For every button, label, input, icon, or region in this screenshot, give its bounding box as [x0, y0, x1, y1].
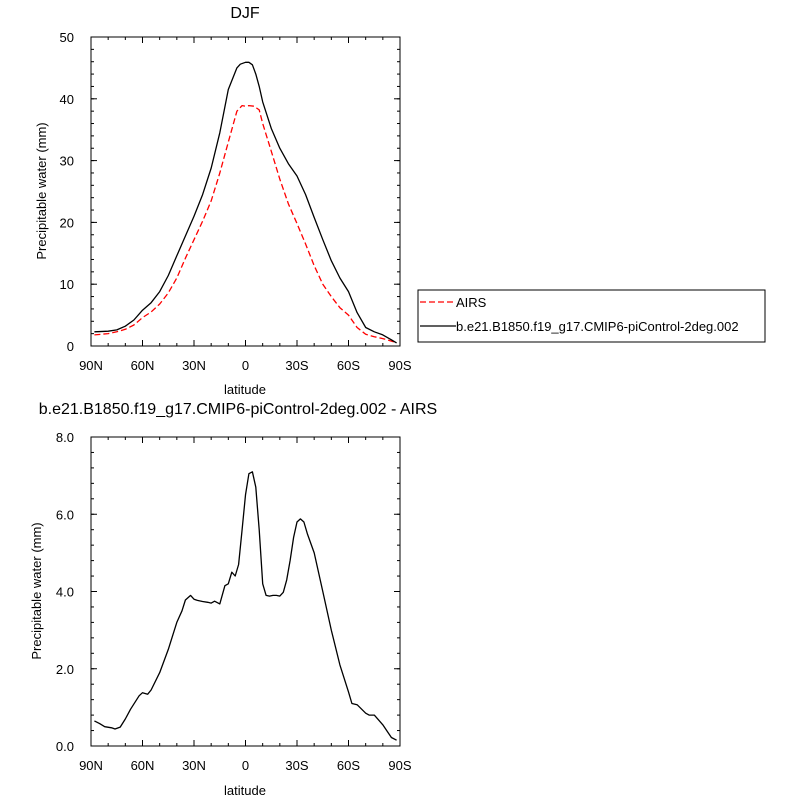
y-tick-label: 20 [60, 215, 74, 230]
x-tick-label: 60S [337, 758, 360, 773]
series-line-0-1 [94, 61, 397, 344]
y-tick-label: 0.0 [56, 739, 74, 754]
x-tick-label: 30N [182, 758, 206, 773]
y-tick-label: 0 [67, 339, 74, 354]
x-tick-label: 60S [337, 358, 360, 373]
x-tick-label: 60N [131, 358, 155, 373]
x-tick-label: 0 [242, 358, 249, 373]
y-tick-label: 50 [60, 30, 74, 45]
top-chart-title: DJF [230, 5, 260, 22]
legend-label-airs: AIRS [456, 295, 487, 310]
x-tick-label: 0 [242, 758, 249, 773]
x-tick-label: 90N [79, 358, 103, 373]
series-line-0-0 [94, 104, 397, 344]
x-tick-label: 30N [182, 358, 206, 373]
y-tick-label: 6.0 [56, 507, 74, 522]
y-tick-label: 8.0 [56, 430, 74, 445]
x-tick-label: 90N [79, 758, 103, 773]
bottom-chart-panel: b.e21.B1850.f19_g17.CMIP6-piControl-2deg… [29, 401, 437, 798]
series-line-1-0 [94, 471, 397, 741]
bottom-chart-title: b.e21.B1850.f19_g17.CMIP6-piControl-2deg… [39, 401, 437, 418]
y-tick-label: 2.0 [56, 662, 74, 677]
y-tick-label: 4.0 [56, 585, 74, 600]
bottom-chart-plot-area: 90N 60N 30N 0 30S 60S 90S 0.0 2.0 4.0 6.0 8.0 [56, 430, 412, 773]
plot-frame [90, 36, 401, 347]
x-tick-label: 30S [285, 758, 308, 773]
y-tick-label: 30 [60, 154, 74, 169]
legend-box [417, 289, 766, 343]
x-tick-label: 30S [285, 358, 308, 373]
x-tick-label: 60N [131, 758, 155, 773]
top-chart-x-axis-label: latitude [224, 382, 266, 397]
legend: AIRS b.e21.B1850.f19_g17.CMIP6-piControl… [417, 289, 766, 343]
y-tick-label: 10 [60, 277, 74, 292]
x-tick-label: 90S [388, 758, 411, 773]
top-chart-plot-area: 90N 60N 30N 0 30S 60S 90S 0 10 20 30 40 50 [60, 30, 412, 373]
bottom-chart-y-axis-label: Precipitable water (mm) [29, 522, 44, 659]
y-tick-label: 40 [60, 92, 74, 107]
x-tick-label: 90S [388, 358, 411, 373]
bottom-chart-x-axis-label: latitude [224, 783, 266, 798]
top-chart-y-axis-label: Precipitable water (mm) [34, 122, 49, 259]
legend-label-model: b.e21.B1850.f19_g17.CMIP6-piControl-2deg… [456, 319, 739, 334]
top-chart-panel: DJF Precipitable water (mm) latitude 90N… [34, 5, 412, 397]
